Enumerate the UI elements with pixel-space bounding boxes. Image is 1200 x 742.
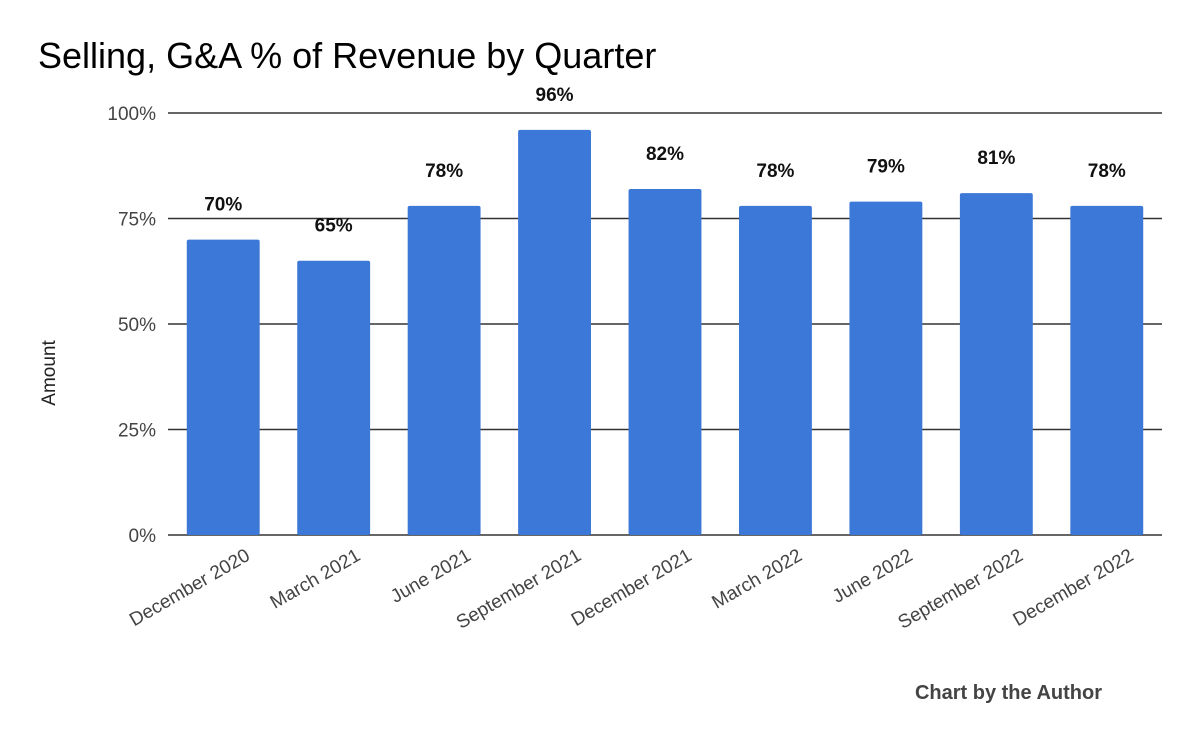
x-tick-label: March 2021 (267, 545, 364, 613)
bar (738, 205, 812, 535)
bar (407, 205, 481, 535)
chart-title: Selling, G&A % of Revenue by Quarter (38, 35, 656, 76)
bar (959, 193, 1033, 535)
bar (297, 260, 371, 535)
bar (628, 188, 702, 535)
x-tick-label: December 2020 (126, 545, 254, 631)
x-tick-label: March 2022 (709, 545, 806, 613)
bar (1070, 205, 1144, 535)
y-tick-label: 50% (118, 315, 156, 336)
y-tick-label: 25% (118, 421, 156, 442)
y-axis-ticks: 0% 25% 50% 75% 100% (107, 104, 156, 547)
data-label: 79% (867, 157, 905, 178)
data-label: 70% (204, 195, 242, 216)
bars (186, 129, 1144, 535)
data-label: 81% (977, 148, 1015, 169)
y-tick-label: 100% (107, 104, 156, 125)
bar (518, 129, 592, 535)
x-tick-label: June 2022 (829, 545, 916, 608)
data-label: 78% (756, 161, 794, 182)
data-label: 78% (1088, 161, 1126, 182)
y-tick-label: 75% (118, 210, 156, 231)
x-tick-label: June 2021 (387, 545, 474, 608)
chart-credit: Chart by the Author (915, 682, 1102, 704)
x-tick-label: September 2022 (895, 545, 1027, 633)
x-axis-ticks: December 2020 March 2021 June 2021Septembe… (126, 545, 1137, 633)
x-tick-label: December 2021 (568, 545, 696, 631)
bar (186, 239, 260, 535)
bar (849, 201, 923, 535)
data-label: 65% (315, 216, 353, 237)
y-axis-label: Amount (39, 340, 60, 406)
data-label: 96% (536, 85, 574, 106)
y-tick-label: 0% (129, 526, 157, 547)
data-labels: 70% 65% 78% 96% 82% 78% 79% 81% 78% (204, 85, 1126, 237)
x-tick-label: September 2021 (453, 545, 585, 633)
data-label: 78% (425, 161, 463, 182)
x-tick-label: December 2022 (1010, 545, 1138, 631)
data-label: 82% (646, 144, 684, 165)
